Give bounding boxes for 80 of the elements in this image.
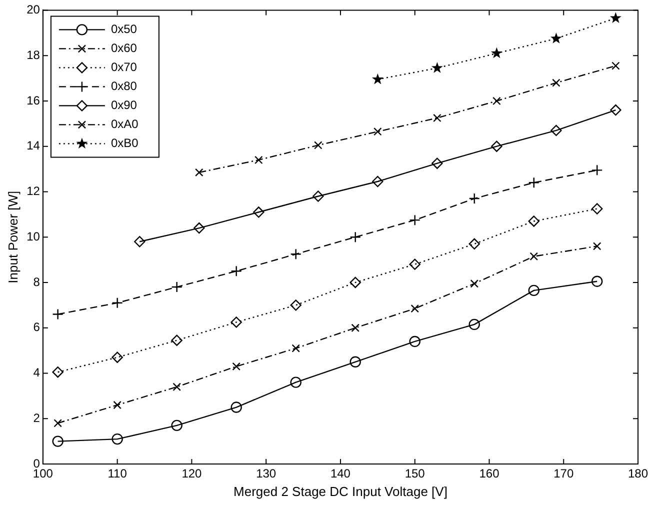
point [591,203,603,214]
point [550,124,562,136]
legend-label: 0x50 [110,22,138,36]
legend-label: 0xB0 [110,136,139,150]
point [253,206,264,218]
point [470,279,478,288]
y-tick-label: 16 [26,93,40,108]
point [350,276,361,288]
y-tick-label: 4 [33,366,40,380]
point [491,140,502,152]
point [52,366,64,378]
x-tick-label: 160 [479,466,500,481]
legend-label: 0x90 [110,98,138,112]
point [591,276,603,287]
x-axis-title: Merged 2 Stage DC Input Voltage [V] [234,484,448,499]
point [610,12,622,23]
legend-label: 0xA0 [110,117,139,132]
x-tick-label: 130 [256,466,276,481]
point [409,336,420,348]
point [232,362,240,371]
y-tick-label: 8 [33,274,40,289]
point [431,62,443,73]
point [292,344,300,352]
y-tick-label: 6 [33,320,40,334]
point [550,32,562,44]
point [468,318,480,330]
point [433,114,442,122]
legend-label: 0x60 [110,41,138,56]
point [468,238,480,250]
point [312,190,324,202]
x-tick-label: 120 [182,466,202,481]
point [372,176,384,188]
point [492,96,501,106]
x-tick-label: 140 [330,466,351,481]
point [372,73,384,84]
point [113,400,122,410]
point [171,334,182,346]
point [409,258,420,270]
point [112,352,123,363]
point [610,104,622,116]
y-tick-label: 20 [26,2,40,17]
y-tick-label: 14 [26,138,40,153]
point [171,420,182,432]
point [52,436,64,447]
point [172,382,181,391]
point [528,216,540,227]
point [194,222,205,234]
x-tick-label: 180 [628,466,648,481]
point [592,242,602,250]
point [54,419,62,428]
point [591,164,603,176]
point [230,316,242,328]
x-tick-label: 110 [108,466,128,481]
y-tick-label: 10 [26,229,40,244]
point [410,304,419,313]
point [374,127,382,136]
point [528,284,540,296]
point [254,156,263,164]
point [612,62,620,70]
legend-label: 0x70 [110,60,138,74]
point [432,158,443,169]
point [530,252,538,261]
y-tick-label: 18 [26,48,40,62]
point [112,433,123,445]
y-axis-title: Input Power [W] [5,190,20,284]
x-tick-label: 170 [554,466,574,481]
point [195,168,204,177]
point [290,300,302,311]
point [350,356,361,368]
point [552,78,560,87]
legend-label: 0x80 [110,79,138,94]
point [314,141,322,150]
point [290,376,302,388]
y-tick-label: 12 [26,184,40,198]
point [230,402,242,413]
y-tick-label: 2 [33,410,40,425]
point [134,236,146,248]
point [490,47,502,58]
point [351,324,360,332]
x-tick-label: 150 [404,466,426,481]
